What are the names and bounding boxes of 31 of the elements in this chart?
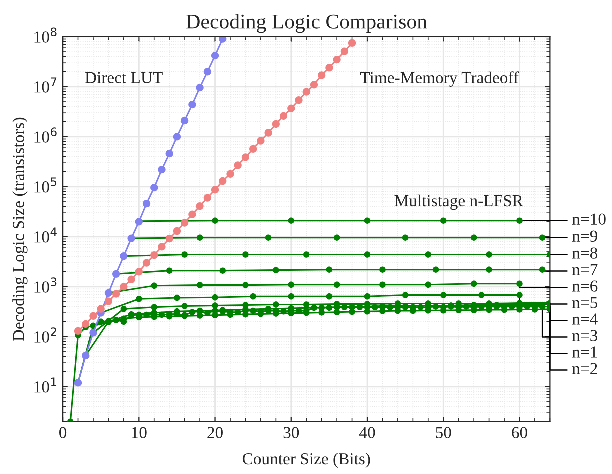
text: n=10 bbox=[572, 214, 606, 226]
x-tick-label: 40 bbox=[360, 427, 376, 438]
x-tick-label: 50 bbox=[436, 427, 452, 438]
annotation: Multistage n-LFSR bbox=[394, 194, 524, 210]
x-tick-label: 0 bbox=[60, 427, 67, 438]
series-label: n=4 bbox=[572, 314, 598, 325]
series-label: n=8 bbox=[572, 248, 598, 259]
x-tick-label: 60 bbox=[512, 427, 528, 438]
y-tick-label: 10$^{2}$ bbox=[34, 328, 56, 343]
text: n=2 bbox=[572, 363, 598, 374]
x-tick-label: 10 bbox=[132, 427, 147, 438]
series-label: n=9 bbox=[572, 230, 598, 242]
text: n=3 bbox=[572, 330, 598, 342]
series-label: n=7 bbox=[572, 264, 598, 276]
y-tick-label: 10$^{4}$ bbox=[34, 228, 57, 243]
y-tick-label: 10$^{3}$ bbox=[34, 278, 57, 293]
x-tick-label: 20 bbox=[208, 427, 223, 438]
text: n=6 bbox=[572, 280, 598, 292]
y-tick-label: 10$^{1}$ bbox=[34, 378, 57, 393]
x-axis-title: Counter Size (Bits) bbox=[242, 452, 370, 468]
y-tick-label: 10$^{8}$ bbox=[34, 28, 57, 43]
y-axis-title: Decoding Logic Size (transistors) bbox=[12, 118, 28, 342]
y-tick-label: 10$^{7}$ bbox=[34, 78, 57, 93]
text: n=5 bbox=[572, 297, 598, 308]
y-tick-label: 10$^{5}$ bbox=[34, 178, 57, 193]
chart-title: Decoding Logic Comparison bbox=[186, 14, 428, 34]
series-label: Time-Memory Tradeoff bbox=[360, 72, 520, 87]
text: n=1 bbox=[572, 346, 598, 358]
series-label: Direct LUT bbox=[85, 72, 163, 84]
y-tick-label: 10$^{6}$ bbox=[34, 128, 57, 143]
x-tick-label: 30 bbox=[284, 427, 300, 438]
